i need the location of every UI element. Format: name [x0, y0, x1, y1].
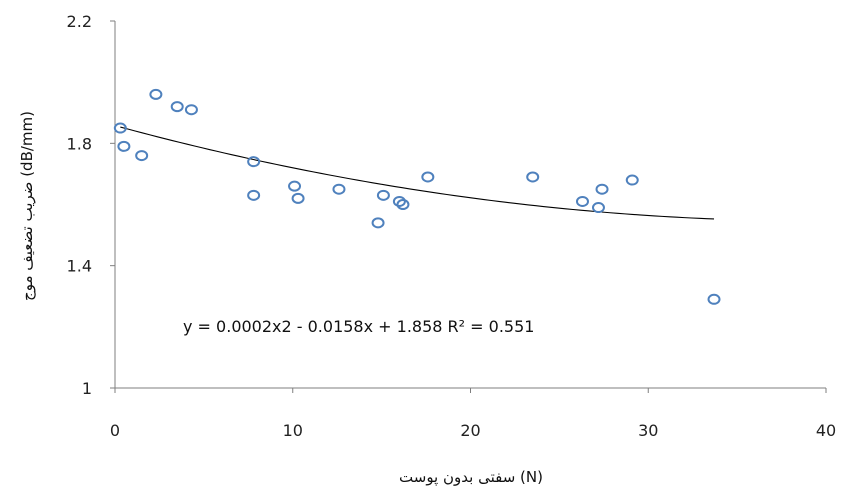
data-point: [291, 192, 305, 204]
data-point: [371, 217, 385, 229]
x-tick-label: 20: [460, 421, 480, 440]
data-point: [392, 195, 406, 207]
data-point: [170, 101, 184, 113]
x-tick-label: 0: [110, 421, 120, 440]
data-point: [113, 122, 127, 134]
data-point: [247, 156, 261, 168]
data-point: [376, 189, 390, 201]
data-point: [707, 293, 721, 305]
data-point: [135, 150, 149, 162]
data-point: [526, 171, 540, 183]
trendline-equation: y = 0.0002x2 - 0.0158x + 1.858 R² = 0.55…: [183, 317, 534, 336]
data-point: [247, 189, 261, 201]
x-tick-label: 40: [816, 421, 836, 440]
data-point: [591, 202, 605, 214]
data-point: [149, 88, 163, 100]
data-point: [332, 183, 346, 195]
x-tick-label: 30: [638, 421, 658, 440]
y-tick-label: 1: [82, 379, 92, 398]
data-point: [117, 140, 131, 152]
data-point: [575, 195, 589, 207]
data-point: [396, 199, 410, 210]
y-axis-label: ضریب تضعیف موج (dB/mm): [18, 111, 37, 301]
data-point: [184, 104, 198, 116]
data-points: [113, 88, 721, 305]
trendline: [120, 126, 715, 220]
y-tick-label: 2.2: [67, 12, 92, 31]
x-axis-label: سفتی بدون پوست (N): [399, 468, 543, 487]
data-point: [595, 183, 609, 195]
data-point: [625, 174, 639, 186]
data-point: [288, 180, 302, 192]
y-tick-label: 1.8: [67, 134, 92, 153]
x-tick-label: 10: [283, 421, 303, 440]
ticks: 0 10 20 30 40 1 1.4 1.8 2.2: [67, 12, 837, 440]
y-tick-label: 1.4: [67, 257, 92, 276]
data-point: [421, 171, 435, 183]
